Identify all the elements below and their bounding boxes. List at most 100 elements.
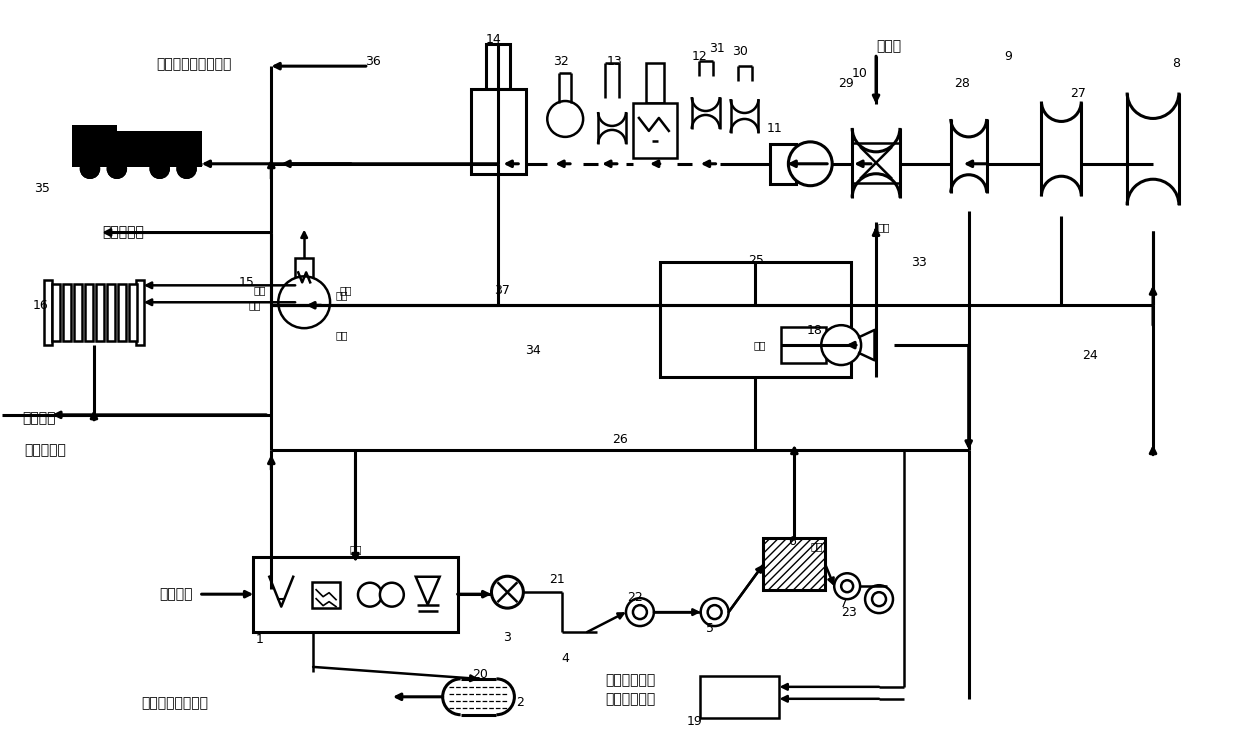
Circle shape: [108, 160, 125, 178]
Text: 副产品：堆肥: 副产品：堆肥: [605, 673, 655, 687]
Text: 6: 6: [789, 535, 796, 548]
Bar: [295, 258, 314, 286]
Text: 17: 17: [141, 133, 157, 145]
Text: 2: 2: [516, 697, 525, 709]
Bar: [486, 44, 511, 89]
Text: 废热: 废热: [810, 542, 822, 551]
Text: 32: 32: [553, 55, 569, 67]
Circle shape: [866, 585, 893, 613]
Circle shape: [821, 325, 861, 365]
Text: 废热: 废热: [336, 291, 348, 300]
Text: 21: 21: [549, 573, 565, 586]
Text: 废热: 废热: [336, 330, 348, 340]
Text: 19: 19: [687, 715, 703, 728]
Text: 15: 15: [238, 276, 254, 289]
Circle shape: [108, 160, 125, 178]
Text: 35: 35: [35, 182, 50, 195]
Text: 废热: 废热: [340, 285, 352, 295]
Bar: [646, 63, 663, 103]
Text: 8: 8: [1172, 57, 1180, 70]
Bar: [86, 285, 93, 341]
Text: 副产品：污水: 副产品：污水: [605, 692, 655, 706]
Text: 33: 33: [911, 256, 926, 269]
Text: 4: 4: [562, 652, 569, 665]
Circle shape: [379, 583, 404, 607]
Circle shape: [835, 573, 861, 599]
Text: 7: 7: [841, 597, 848, 610]
Text: 产品：电: 产品：电: [22, 411, 56, 425]
Bar: [632, 103, 677, 158]
Circle shape: [151, 160, 169, 178]
Text: 产品：富氢有机液体: 产品：富氢有机液体: [156, 57, 232, 71]
Bar: [52, 285, 60, 341]
Circle shape: [491, 576, 523, 608]
Bar: [470, 89, 526, 174]
Text: 副产品：热: 副产品：热: [25, 443, 66, 457]
Bar: [764, 539, 826, 590]
Bar: [72, 125, 117, 167]
Text: 18: 18: [806, 324, 822, 336]
Text: 11: 11: [766, 122, 782, 136]
Text: 12: 12: [692, 49, 708, 63]
Circle shape: [278, 276, 330, 328]
Text: 26: 26: [613, 433, 627, 446]
Text: 3: 3: [503, 631, 511, 643]
Bar: [136, 280, 144, 345]
Bar: [45, 280, 52, 345]
Circle shape: [81, 160, 99, 178]
Circle shape: [701, 598, 729, 626]
Text: 13: 13: [608, 55, 622, 67]
Bar: [118, 285, 125, 341]
Circle shape: [708, 605, 722, 619]
Circle shape: [81, 160, 99, 178]
Text: 16: 16: [32, 299, 48, 312]
Text: 28: 28: [954, 76, 970, 90]
Bar: [72, 131, 202, 167]
Text: 24: 24: [1083, 348, 1099, 362]
Text: 27: 27: [1070, 87, 1086, 100]
Circle shape: [841, 580, 853, 592]
Bar: [699, 676, 780, 718]
Text: 1: 1: [255, 632, 263, 646]
Circle shape: [872, 592, 887, 606]
Text: 废热: 废热: [350, 545, 362, 554]
Bar: [107, 285, 115, 341]
Text: 20: 20: [472, 668, 489, 682]
Text: 30: 30: [732, 45, 748, 58]
Bar: [253, 557, 458, 632]
Text: 废热: 废热: [878, 222, 890, 232]
Text: 产热: 产热: [248, 300, 260, 310]
Text: 25: 25: [749, 254, 764, 267]
Bar: [95, 285, 104, 341]
Text: 10: 10: [851, 67, 867, 79]
Circle shape: [547, 101, 583, 137]
Bar: [781, 327, 826, 363]
Text: 23: 23: [841, 606, 857, 619]
Text: 22: 22: [627, 591, 642, 604]
Text: 副产品：生物柴油: 副产品：生物柴油: [141, 696, 208, 710]
Bar: [660, 262, 851, 377]
Text: 9: 9: [1004, 49, 1013, 63]
Bar: [312, 582, 340, 607]
Bar: [74, 285, 82, 341]
Circle shape: [632, 605, 647, 619]
Circle shape: [789, 142, 832, 186]
Circle shape: [358, 583, 382, 607]
Circle shape: [177, 160, 196, 178]
Bar: [63, 285, 71, 341]
Circle shape: [177, 160, 196, 178]
Text: 37: 37: [495, 284, 511, 297]
Circle shape: [151, 160, 169, 178]
Text: 产热: 产热: [253, 285, 265, 295]
Bar: [129, 285, 136, 341]
Bar: [770, 144, 796, 184]
Text: 31: 31: [709, 42, 724, 55]
Text: 36: 36: [365, 55, 381, 67]
Text: 餐厨垃圾: 餐厨垃圾: [160, 587, 193, 601]
Text: 产热: 产热: [753, 340, 766, 350]
Circle shape: [626, 598, 653, 626]
Text: 14: 14: [486, 33, 501, 46]
Text: 产品：氢气: 产品：氢气: [102, 225, 144, 240]
Text: 5: 5: [706, 622, 714, 634]
Text: 水蒸气: 水蒸气: [875, 39, 901, 53]
